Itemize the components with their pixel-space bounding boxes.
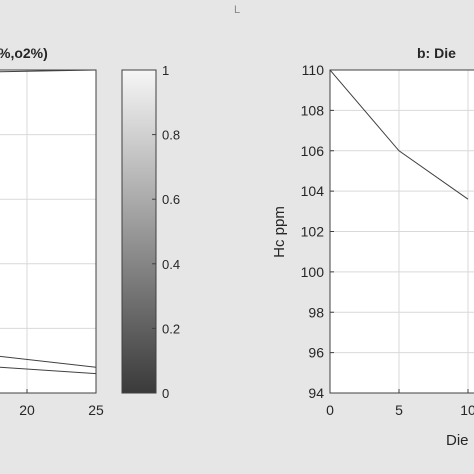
left-plot-frame <box>0 69 97 394</box>
right-y-tick-label-5: 100 <box>301 264 325 280</box>
right-y-tick-label-7: 96 <box>308 345 324 361</box>
left-plot-series-group <box>0 70 96 375</box>
right-plot-series-group <box>330 70 469 200</box>
right-x-tick-label-2: 10 <box>460 402 474 418</box>
colorbar-gradient <box>121 69 157 394</box>
right-y-tick-label-0: 110 <box>302 62 325 78</box>
colorbar-tick-label-1: 0.8 <box>162 128 180 143</box>
right-plot-x-label: Die <box>446 432 469 449</box>
left-plot-title: %,o2%) <box>0 45 48 61</box>
left-x-tick-label-0: 20 <box>19 402 35 418</box>
right-x-tick-label-0: 0 <box>326 402 334 418</box>
right-y-tick-label-2: 106 <box>301 143 325 159</box>
right-plot-y-label: Hc ppm <box>271 206 288 258</box>
colorbar: 1 0.8 0.6 0.4 0.2 0 <box>121 63 180 401</box>
left-series-line-2 <box>0 355 96 368</box>
right-plot-title: b: Die <box>417 45 456 61</box>
right-plot-grid <box>330 70 474 393</box>
colorbar-tick-label-0: 1 <box>162 63 169 78</box>
colorbar-tick-label-5: 0 <box>162 386 169 401</box>
right-y-tick-label-6: 98 <box>308 304 324 320</box>
right-y-tick-label-1: 108 <box>301 102 325 118</box>
right-x-tick-label-1: 5 <box>395 402 403 418</box>
colorbar-ticks: 1 0.8 0.6 0.4 0.2 0 <box>152 63 180 401</box>
left-series-line-1 <box>0 70 96 73</box>
right-plot-x-ticks: 0 5 10 <box>326 389 474 418</box>
right-series-line-1 <box>330 70 469 200</box>
left-plot-area <box>0 70 96 393</box>
left-series-line-3 <box>0 366 96 375</box>
right-y-tick-label-4: 102 <box>301 224 325 240</box>
left-plot-panel: %,o2%) 20 25 <box>0 45 104 418</box>
colorbar-tick-label-2: 0.6 <box>162 192 180 207</box>
right-y-tick-label-3: 104 <box>301 183 325 199</box>
colorbar-tick-label-4: 0.2 <box>162 321 180 336</box>
right-plot-y-ticks: 110 108 106 104 102 100 98 96 94 <box>301 62 334 401</box>
right-y-tick-label-8: 94 <box>308 385 324 401</box>
left-plot-x-ticks: 20 25 <box>19 389 104 418</box>
left-x-tick-label-1: 25 <box>88 402 104 418</box>
left-plot-grid <box>0 70 96 393</box>
window-top-glyph: L <box>234 4 240 16</box>
right-plot-panel: b: Die 0 5 10 110 108 106 104 102 100 98 96 94 Hc … <box>271 45 474 449</box>
colorbar-tick-label-3: 0.4 <box>162 257 180 272</box>
